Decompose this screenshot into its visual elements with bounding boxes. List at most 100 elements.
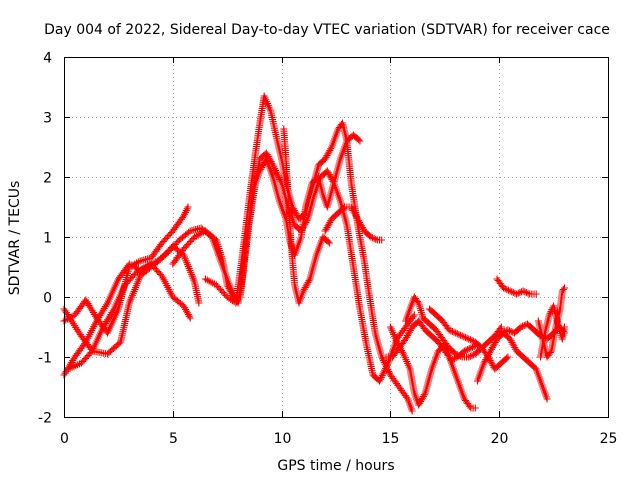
data-point-marker xyxy=(468,337,476,344)
data-point-marker xyxy=(399,348,407,356)
data-point-marker xyxy=(506,287,514,295)
data-point-marker xyxy=(501,328,509,335)
data-point-marker xyxy=(185,312,193,320)
data-point-marker xyxy=(403,393,411,401)
data-point-marker xyxy=(450,328,458,336)
data-point-marker xyxy=(514,289,522,297)
data-point-marker xyxy=(509,289,517,296)
data-point-marker xyxy=(448,328,456,335)
data-point-marker xyxy=(503,354,511,362)
data-point-marker xyxy=(504,286,512,294)
data-point-marker xyxy=(455,331,463,338)
y-tick-label: 2 xyxy=(43,171,52,187)
data-point-marker xyxy=(409,313,417,321)
data-point-marker xyxy=(453,330,461,338)
data-point-marker xyxy=(460,347,468,355)
data-points xyxy=(60,92,568,415)
x-tick-label: 10 xyxy=(274,431,292,447)
data-point-marker xyxy=(466,352,474,360)
data-point-marker xyxy=(453,351,461,359)
data-point-marker xyxy=(465,353,473,361)
data-point-marker xyxy=(504,326,512,334)
y-tick-label: -1 xyxy=(38,351,52,367)
data-point-marker xyxy=(81,340,89,348)
x-tick-label: 25 xyxy=(600,431,618,447)
data-series xyxy=(60,242,203,358)
y-tick-label: 3 xyxy=(43,111,52,127)
data-point-marker xyxy=(513,290,521,298)
data-series xyxy=(473,329,551,403)
data-series xyxy=(321,203,386,244)
data-point-marker xyxy=(324,238,332,246)
data-point-marker xyxy=(372,235,380,243)
data-point-marker xyxy=(519,287,527,295)
data-point-marker xyxy=(325,239,333,247)
data-point-marker xyxy=(560,284,568,292)
data-point-marker xyxy=(452,329,460,337)
data-point-marker xyxy=(461,334,469,341)
x-tick-label: 20 xyxy=(491,431,509,447)
data-point-marker xyxy=(457,352,465,360)
x-tick-label: 0 xyxy=(60,431,69,447)
data-point-marker xyxy=(305,277,313,285)
data-point-marker xyxy=(445,326,453,334)
data-point-marker xyxy=(506,327,514,335)
data-point-marker xyxy=(467,344,475,352)
data-point-marker xyxy=(560,323,568,331)
data-point-marker xyxy=(503,286,511,293)
data-point-marker xyxy=(543,395,551,403)
data-point-marker xyxy=(496,325,504,332)
data-point-marker xyxy=(414,298,422,305)
data-point-marker xyxy=(460,333,468,341)
data-point-marker xyxy=(452,350,460,358)
data-point-marker xyxy=(500,284,508,292)
data-series xyxy=(64,224,240,373)
data-point-marker xyxy=(449,355,457,363)
data-point-marker xyxy=(455,352,463,359)
data-point-marker xyxy=(497,323,505,331)
data-point-marker xyxy=(184,203,192,211)
data-point-marker xyxy=(466,336,474,344)
data-point-marker xyxy=(463,334,471,342)
data-point-marker xyxy=(466,403,474,410)
data-point-marker xyxy=(370,235,378,242)
y-tick-label: -2 xyxy=(38,411,52,427)
x-axis-label: GPS time / hours xyxy=(277,458,394,474)
data-point-marker xyxy=(378,236,386,244)
data-point-marker xyxy=(410,311,418,319)
data-point-marker xyxy=(501,285,509,293)
data-point-marker xyxy=(519,322,527,330)
data-point-marker xyxy=(468,352,476,359)
data-point-marker xyxy=(355,136,363,144)
data-point-marker xyxy=(464,346,472,353)
data-point-marker xyxy=(508,288,516,296)
data-point-marker xyxy=(186,314,194,322)
data-point-marker xyxy=(469,343,477,351)
data-point-marker xyxy=(339,204,347,212)
data-series xyxy=(493,275,540,298)
data-series xyxy=(280,125,333,307)
chart-title: Day 004 of 2022, Sidereal Day-to-day VTE… xyxy=(44,22,610,38)
data-point-marker xyxy=(546,349,554,356)
data-point-marker xyxy=(532,290,540,298)
data-point-marker xyxy=(367,233,375,241)
data-point-marker xyxy=(517,323,525,331)
data-point-marker xyxy=(458,332,466,340)
data-series xyxy=(201,92,416,415)
data-point-marker xyxy=(521,288,529,296)
y-axis-label: SDTVAR / TECUs xyxy=(7,181,23,296)
data-point-marker xyxy=(408,407,416,415)
data-point-marker xyxy=(447,356,455,364)
data-point-marker xyxy=(462,346,470,354)
data-point-marker xyxy=(465,335,473,343)
data-series xyxy=(537,302,568,361)
x-tick-label: 15 xyxy=(382,431,400,447)
data-point-marker xyxy=(368,234,376,242)
data-point-marker xyxy=(327,145,335,153)
data-point-marker xyxy=(447,327,455,335)
data-series xyxy=(402,293,505,361)
data-point-marker xyxy=(356,137,364,145)
x-tick-label: 5 xyxy=(169,431,178,447)
